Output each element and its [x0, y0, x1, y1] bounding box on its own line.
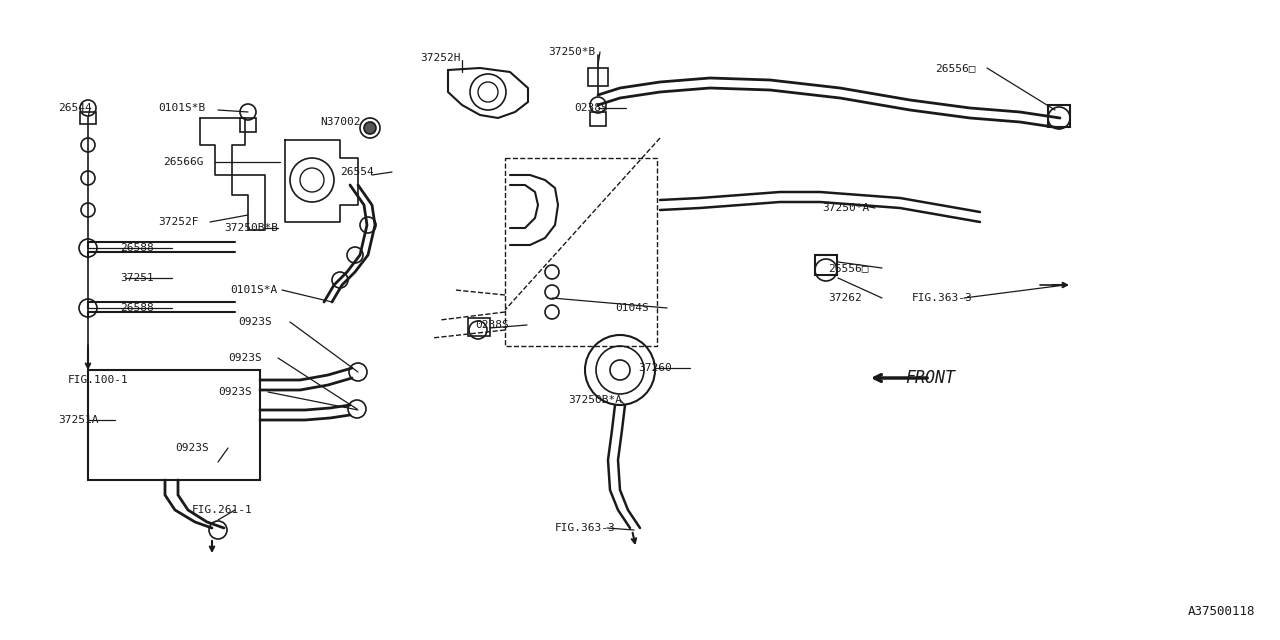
Text: 26588: 26588: [120, 303, 154, 313]
Text: 37252H: 37252H: [420, 53, 461, 63]
Text: 37250*B: 37250*B: [548, 47, 595, 57]
Text: 0238S: 0238S: [573, 103, 608, 113]
Text: 0238S: 0238S: [475, 320, 508, 330]
Bar: [590, 112, 605, 126]
Text: N37002: N37002: [320, 117, 361, 127]
Bar: [506, 158, 657, 346]
Text: FIG.100-1: FIG.100-1: [68, 375, 129, 385]
Text: 26554: 26554: [340, 167, 374, 177]
Text: 0923S: 0923S: [228, 353, 261, 363]
Text: 26544: 26544: [58, 103, 92, 113]
Bar: [815, 255, 837, 275]
Text: 37250B*B: 37250B*B: [224, 223, 278, 233]
Text: 0101S*A: 0101S*A: [230, 285, 278, 295]
Text: 0923S: 0923S: [218, 387, 252, 397]
Text: FIG.363-3: FIG.363-3: [556, 523, 616, 533]
Bar: [241, 118, 256, 132]
Text: 37251: 37251: [120, 273, 154, 283]
Circle shape: [364, 122, 376, 134]
Bar: [88, 370, 260, 480]
Text: 37250*A: 37250*A: [822, 203, 869, 213]
Text: 26588: 26588: [120, 243, 154, 253]
Text: 0101S*B: 0101S*B: [157, 103, 205, 113]
Text: FIG.363-3: FIG.363-3: [911, 293, 973, 303]
Bar: [468, 318, 490, 336]
Text: 0923S: 0923S: [175, 443, 209, 453]
Text: 37260: 37260: [637, 363, 672, 373]
Text: FIG.261-1: FIG.261-1: [192, 505, 252, 515]
Text: FRONT: FRONT: [905, 369, 955, 387]
Text: 26556□: 26556□: [828, 263, 869, 273]
Text: 0104S: 0104S: [614, 303, 649, 313]
Bar: [588, 68, 608, 86]
Text: 37262: 37262: [828, 293, 861, 303]
Text: A37500118: A37500118: [1188, 605, 1254, 618]
Text: 26566G: 26566G: [163, 157, 204, 167]
Text: 37252F: 37252F: [157, 217, 198, 227]
Bar: [79, 112, 96, 124]
Text: 37250B*A: 37250B*A: [568, 395, 622, 405]
Bar: [1048, 105, 1070, 127]
Text: 0923S: 0923S: [238, 317, 271, 327]
Text: 26556□: 26556□: [934, 63, 975, 73]
Text: 37251A: 37251A: [58, 415, 99, 425]
